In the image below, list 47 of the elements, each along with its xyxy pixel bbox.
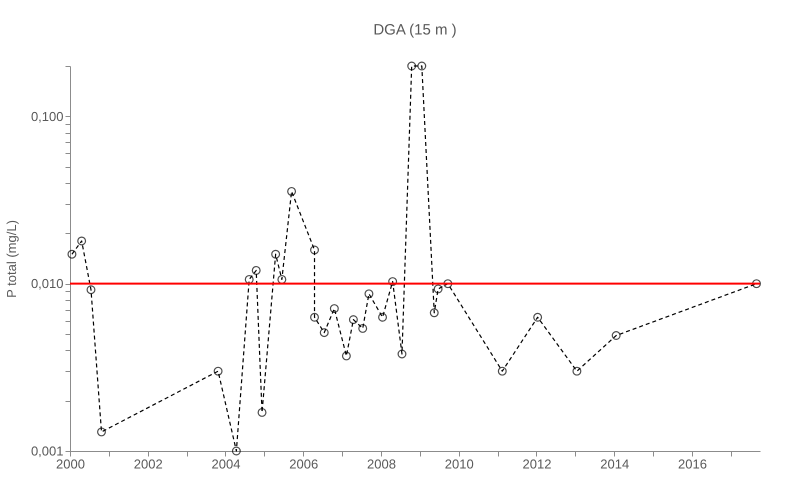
y-tick-label: 0,001 — [30, 444, 64, 458]
x-tick-label: 2008 — [367, 456, 396, 472]
point — [232, 446, 241, 456]
x-tick-label: 2004 — [212, 456, 240, 472]
point — [271, 250, 280, 259]
point — [310, 246, 319, 254]
point — [310, 312, 319, 322]
point — [244, 274, 254, 284]
x-tick-label: 2000 — [56, 456, 85, 472]
point — [407, 62, 416, 70]
point — [77, 236, 86, 246]
point — [430, 308, 439, 318]
point — [752, 279, 761, 288]
point — [67, 250, 76, 259]
chart-title: DGA (15 m ) — [373, 22, 457, 39]
point — [612, 331, 621, 340]
point — [258, 408, 267, 417]
x-tick-label: 2016 — [678, 456, 707, 472]
point — [388, 277, 398, 286]
point — [533, 312, 542, 322]
x-tick-label: 2014 — [600, 456, 630, 472]
x-tick-label: 2006 — [289, 456, 318, 472]
x-tick-label: 2012 — [522, 456, 552, 472]
point — [358, 324, 368, 333]
x-tick-label: 2010 — [444, 456, 474, 472]
point — [97, 427, 106, 436]
point — [572, 366, 582, 376]
point — [342, 351, 351, 360]
point — [214, 366, 223, 376]
x-tick-label: 2002 — [134, 456, 163, 472]
point — [443, 279, 452, 288]
point — [364, 289, 374, 298]
point — [498, 366, 507, 376]
point — [252, 266, 261, 275]
y-tick-label: 0,100 — [30, 108, 64, 124]
point — [330, 304, 339, 314]
y-axis-title: P total (mg/L) — [4, 220, 19, 298]
point — [348, 315, 358, 324]
y-tick-label: 0,010 — [30, 276, 64, 292]
point — [277, 274, 286, 284]
point — [398, 350, 406, 358]
point — [320, 328, 329, 338]
point — [378, 312, 388, 322]
point — [287, 186, 296, 196]
point — [86, 285, 96, 294]
point — [434, 284, 443, 294]
point — [417, 62, 426, 70]
